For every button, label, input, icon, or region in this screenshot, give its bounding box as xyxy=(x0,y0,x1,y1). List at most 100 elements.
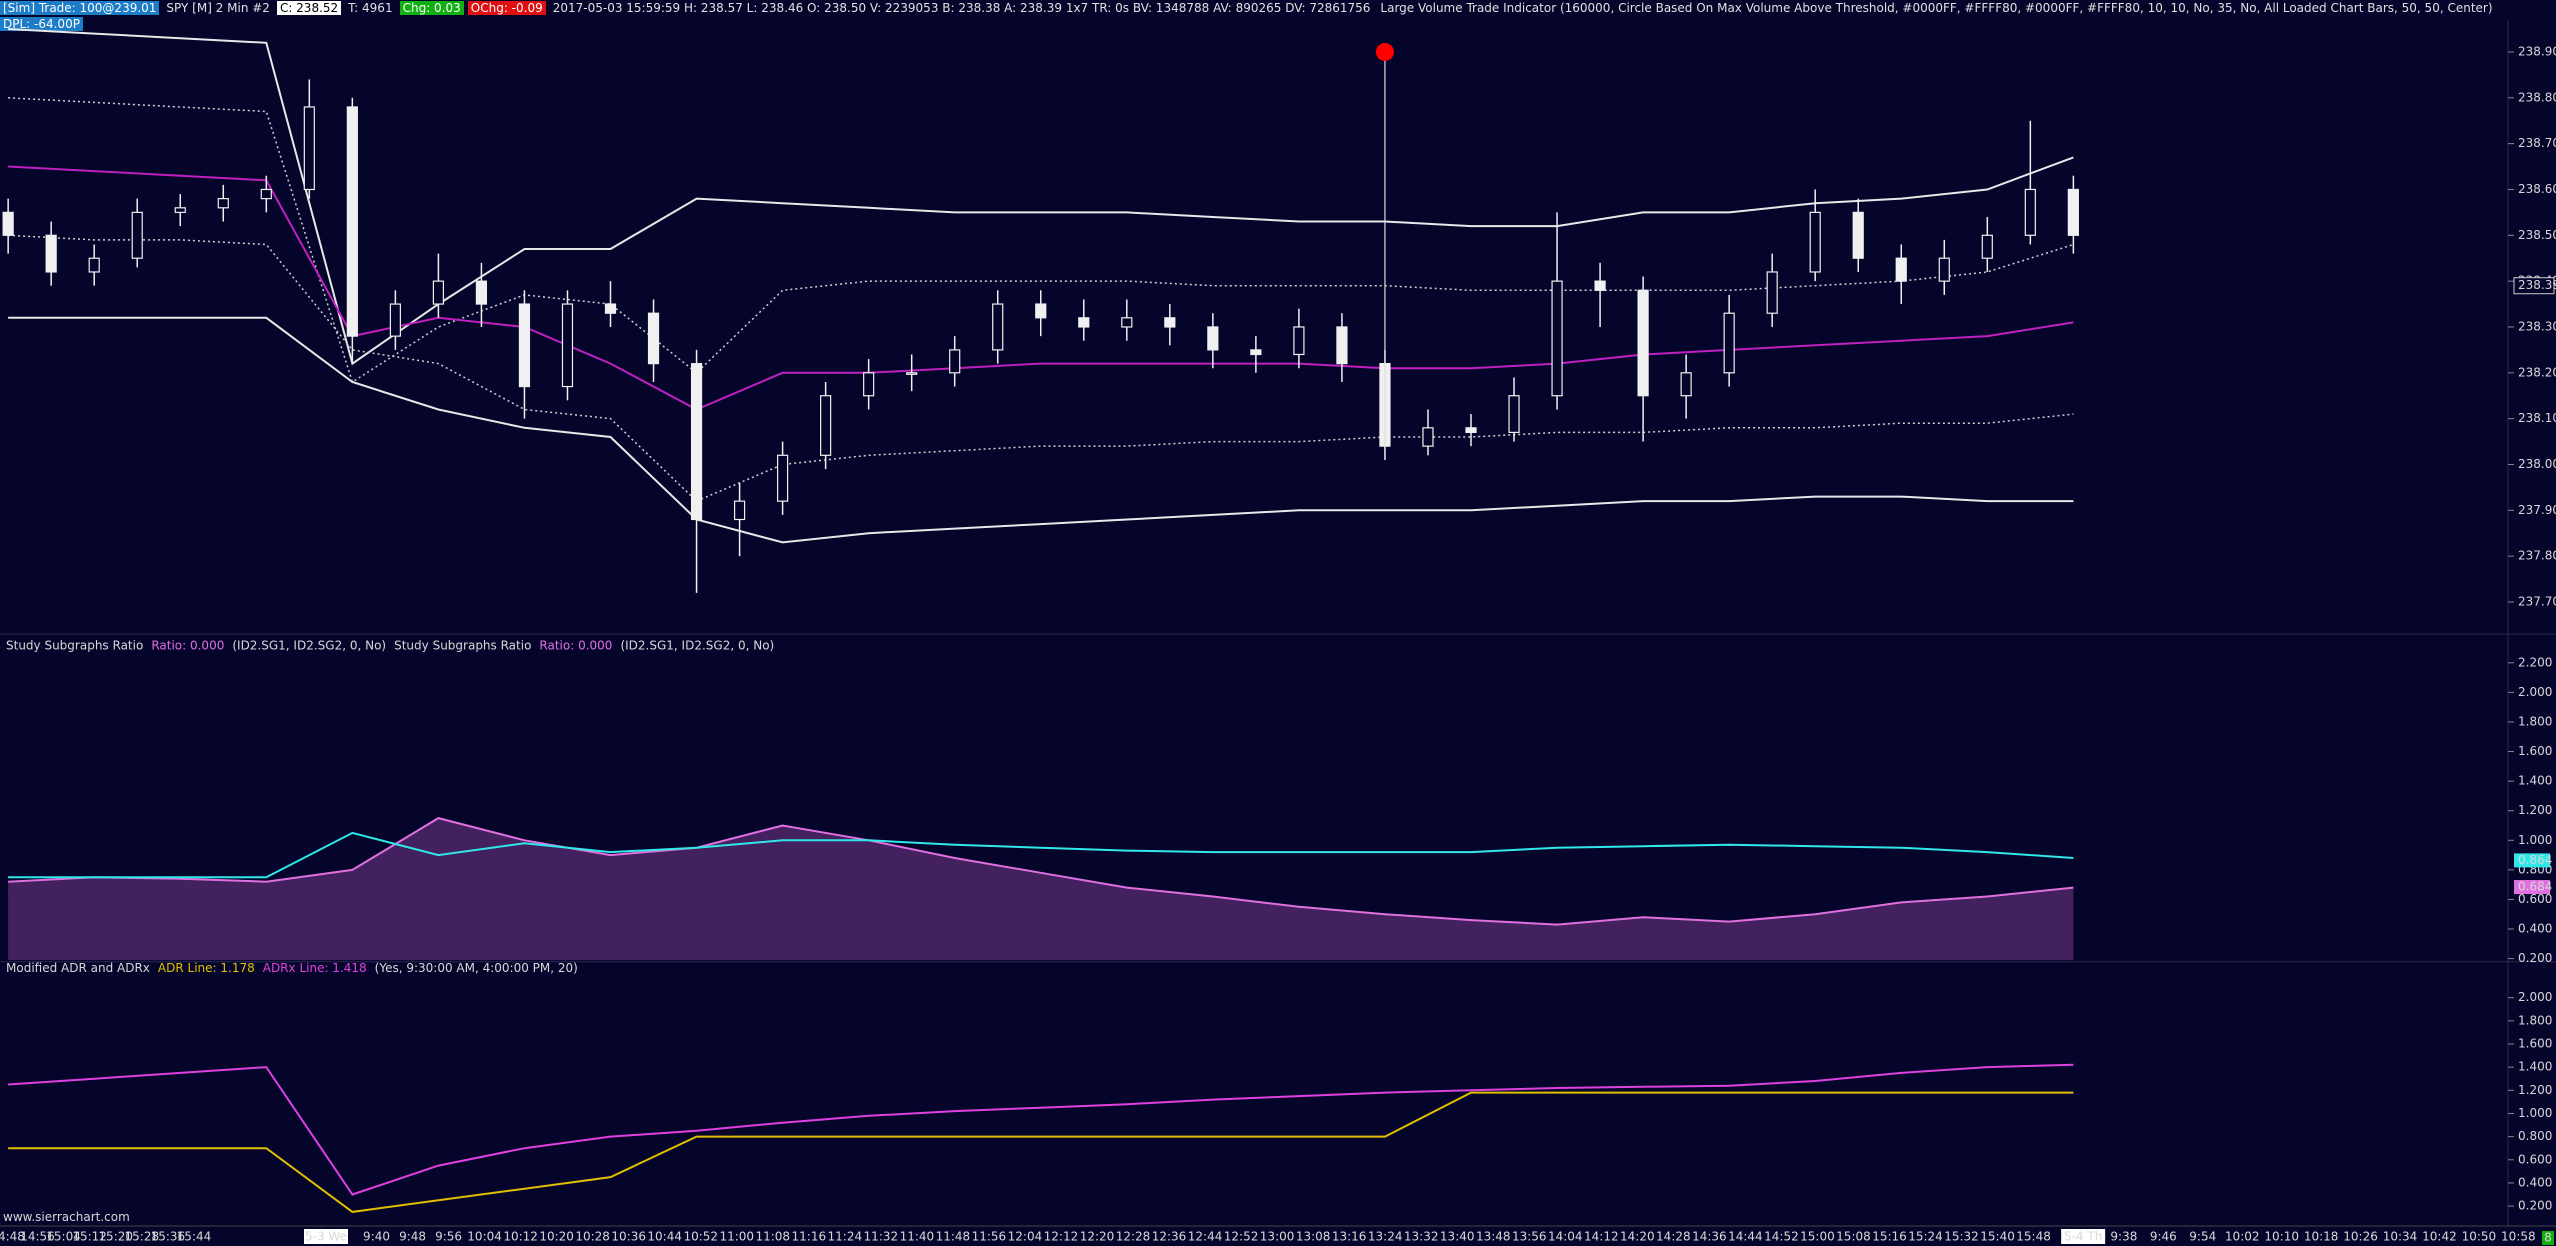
candle-body xyxy=(1852,211,1864,259)
time-label: 14:36 xyxy=(1692,1230,1727,1244)
trades: T: 4961 xyxy=(348,1,393,15)
y-tick-label: 238.80 xyxy=(2518,90,2556,104)
time-label: 14:04 xyxy=(1548,1230,1583,1244)
time-label: 13:48 xyxy=(1476,1230,1511,1244)
symbol: SPY [M] 2 Min #2 xyxy=(166,1,270,15)
time-label: 10:58 xyxy=(2501,1230,2536,1244)
candle-body xyxy=(389,303,401,337)
watermark: www.sierrachart.com xyxy=(3,1210,130,1224)
candle-body xyxy=(1336,326,1348,365)
legend-title: Study Subgraphs Ratio xyxy=(6,638,143,652)
date-box xyxy=(2061,1229,2106,1244)
time-label: 12:44 xyxy=(1188,1230,1223,1244)
time-label: 14:52 xyxy=(1764,1230,1799,1244)
time-label: 10:02 xyxy=(2225,1230,2260,1244)
legend-entry: ADRx Line: 1.418 xyxy=(263,961,367,975)
status-box xyxy=(2542,1231,2554,1245)
y-tick-label: 0.400 xyxy=(2518,922,2552,936)
y-tick-label: 1.400 xyxy=(2518,774,2552,788)
time-label: 4:48 xyxy=(0,1230,25,1244)
y-tick-label: 238.10 xyxy=(2518,411,2556,425)
y-tick-label: 2.200 xyxy=(2518,655,2552,669)
candle-body xyxy=(88,257,100,273)
legend-title: Modified ADR and ADRx xyxy=(6,961,150,975)
time-label: 15:16 xyxy=(1872,1230,1907,1244)
time-label: 13:00 xyxy=(1260,1230,1295,1244)
candle-body xyxy=(475,280,488,305)
legend-params: (ID2.SG1, ID2.SG2, 0, No) xyxy=(232,638,386,652)
time-label: 15:44 xyxy=(177,1230,212,1244)
candle-body xyxy=(2,211,14,236)
y-tick-label: 238.90 xyxy=(2518,44,2556,58)
candle-body xyxy=(1594,280,1606,291)
time-label: 9:38 xyxy=(2110,1230,2137,1244)
time-label: 11:00 xyxy=(719,1230,754,1244)
bar-stats: 2017-05-03 15:59:59 H: 238.57 L: 238.46 … xyxy=(552,1,1371,15)
time-label: 11:32 xyxy=(864,1230,899,1244)
y-tick-label: 0.800 xyxy=(2518,1129,2552,1143)
candle-body xyxy=(906,372,918,375)
y-tick-label: 0.200 xyxy=(2518,1199,2552,1213)
time-label: 15:12 xyxy=(72,1230,107,1244)
time-label: 10:42 xyxy=(2422,1230,2457,1244)
legend-value: Ratio: 0.000 xyxy=(151,638,224,652)
time-label: 9:54 xyxy=(2189,1230,2216,1244)
time-label: 14:28 xyxy=(1656,1230,1691,1244)
candle-body xyxy=(1895,257,1907,282)
y-tick-label: 1.200 xyxy=(2518,803,2552,817)
time-axis-bg xyxy=(0,1226,2556,1246)
time-label: 10:28 xyxy=(575,1230,610,1244)
band-line xyxy=(8,165,2074,411)
time-label: 10:36 xyxy=(611,1230,646,1244)
candle-body xyxy=(1551,280,1563,397)
last-value-box xyxy=(2514,853,2550,868)
time-label: 10:20 xyxy=(539,1230,574,1244)
legend-params: (Yes, 9:30:00 AM, 4:00:00 PM, 20) xyxy=(375,961,578,975)
time-label: 11:56 xyxy=(972,1230,1007,1244)
time-label: 9:40 xyxy=(363,1230,390,1244)
time-label: 10:50 xyxy=(2462,1230,2497,1244)
legend-title: Study Subgraphs Ratio xyxy=(394,638,531,652)
time-label: 13:08 xyxy=(1296,1230,1331,1244)
candle-body xyxy=(174,207,186,213)
time-label: 13:16 xyxy=(1332,1230,1367,1244)
candle-body xyxy=(1422,427,1434,447)
change: Chg: 0.03 xyxy=(399,1,464,15)
study-label: Large Volume Trade Indicator (160000, Ci… xyxy=(1380,1,2493,15)
dpl: DPL: -64.00P xyxy=(0,17,83,31)
time-label: 15:24 xyxy=(1908,1230,1943,1244)
large-trade-marker xyxy=(1375,42,1394,61)
y-tick-label: 237.80 xyxy=(2518,549,2556,563)
y-tick-label: 238.60 xyxy=(2518,182,2556,196)
time-label: 11:48 xyxy=(936,1230,971,1244)
time-label: 10:18 xyxy=(2304,1230,2339,1244)
last-price-box xyxy=(2513,277,2555,295)
time-label: 10:52 xyxy=(683,1230,718,1244)
sim-trade: [Sim] Trade: 100@239.01 xyxy=(0,1,160,15)
candle-body xyxy=(131,211,143,259)
time-label: 5-3 We xyxy=(305,1230,347,1244)
time-label: 14:56 xyxy=(20,1230,55,1244)
ratio-line xyxy=(8,831,2074,879)
candle-body xyxy=(1121,317,1133,328)
adr-line xyxy=(8,1091,2074,1213)
candle-body xyxy=(217,198,229,209)
time-label: 15:20 xyxy=(98,1230,133,1244)
open-change: OChg: -0.09 xyxy=(467,1,546,15)
last-price-label: 238.39 xyxy=(2518,278,2556,292)
time-label: 12:36 xyxy=(1152,1230,1187,1244)
time-label: 14:44 xyxy=(1728,1230,1763,1244)
adr-line xyxy=(8,1063,2074,1196)
y-tick-label: 2.000 xyxy=(2518,685,2552,699)
time-label: 12:52 xyxy=(1224,1230,1259,1244)
time-label: 9:56 xyxy=(435,1230,462,1244)
close-price: C: 238.52 xyxy=(276,1,342,15)
candle-body xyxy=(863,372,875,397)
candle-body xyxy=(518,303,531,388)
candle-body xyxy=(1680,372,1692,397)
candle-body xyxy=(1809,211,1821,273)
time-label: 10:34 xyxy=(2383,1230,2418,1244)
band-line xyxy=(8,97,2074,384)
last-value-label: 0.684 xyxy=(2518,880,2552,894)
time-label: 11:24 xyxy=(828,1230,863,1244)
